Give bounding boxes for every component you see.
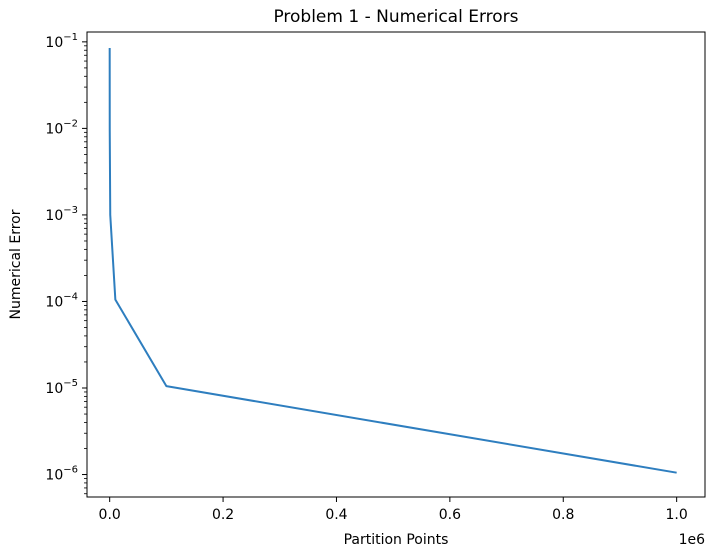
x-tick-label: 0.2 xyxy=(212,507,234,523)
chart-title: Problem 1 - Numerical Errors xyxy=(273,7,518,27)
x-axis-label: Partition Points xyxy=(344,532,449,548)
x-tick-label: 1.0 xyxy=(666,507,688,523)
x-tick-label: 0.0 xyxy=(99,507,121,523)
x-tick-label: 0.4 xyxy=(325,507,347,523)
x-tick-label: 0.8 xyxy=(552,507,574,523)
x-axis-ticks: 0.0 0.2 0.4 0.6 0.8 1.0 xyxy=(99,497,688,523)
series-layer xyxy=(108,47,677,474)
y-tick-label: 10−5 xyxy=(45,378,78,397)
x-tick-label: 0.6 xyxy=(439,507,461,523)
y-tick-label: 10−3 xyxy=(45,205,78,224)
y-axis-label: Numerical Error xyxy=(8,209,24,319)
y-axis-ticks: 10−6 10−5 10−4 10−3 10−2 10−1 xyxy=(45,32,87,495)
y-tick-label: 10−2 xyxy=(45,118,78,137)
y-tick-label: 10−4 xyxy=(45,291,78,310)
x-axis-offset-label: 1e6 xyxy=(679,532,706,548)
y-tick-label: 10−1 xyxy=(45,32,78,51)
y-tick-label: 10−6 xyxy=(45,465,78,484)
plot-area-frame xyxy=(86,31,706,498)
error-series-line xyxy=(108,47,677,474)
